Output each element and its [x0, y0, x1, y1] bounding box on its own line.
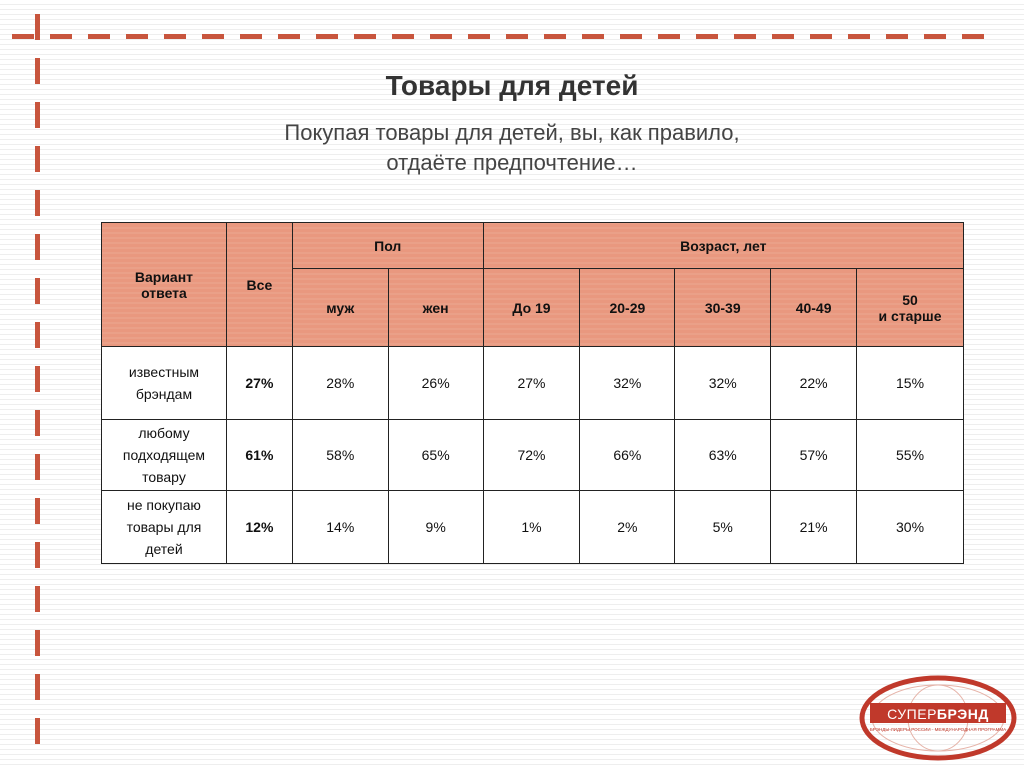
cell-male: 58%	[291, 419, 389, 491]
cell-age-20-29: 2%	[579, 490, 676, 564]
header-total: Все	[225, 222, 293, 347]
row-variant-line: любому	[138, 425, 190, 441]
cell-age-50-plus: 15%	[856, 346, 964, 420]
row-variant-line: подходящем	[122, 447, 205, 463]
cell-age-under-19: 1%	[482, 490, 581, 564]
page-title: Товары для детей	[385, 70, 639, 101]
row-variant-line: известным	[128, 364, 200, 380]
table-row: любому подходящем товару 61% 58% 65% 72%…	[101, 419, 964, 491]
cell-age-under-19: 27%	[482, 346, 581, 420]
cell-age-20-29: 32%	[579, 346, 676, 420]
header-age-50-plus-line-2: и старше	[878, 307, 942, 324]
header-variant-line-2: ответа	[141, 284, 187, 301]
page-subtitle: Покупая товары для детей, вы, как правил…	[0, 118, 1024, 178]
cell-age-under-19: 72%	[482, 419, 581, 491]
row-total: 12%	[225, 490, 293, 564]
subtitle-line-2: отдаёте предпочтение…	[386, 150, 638, 175]
header-male: муж	[291, 268, 389, 347]
logo-wordmark: СУПЕРБРЭНД	[887, 706, 989, 722]
cell-female: 9%	[387, 490, 484, 564]
cell-age-20-29: 66%	[579, 419, 676, 491]
header-row-groups: Вариант ответа Все Пол Возраст, лет	[101, 222, 965, 347]
cell-age-40-49: 22%	[770, 346, 858, 420]
header-female: жен	[387, 268, 484, 347]
decorative-dashed-line-top	[12, 34, 992, 39]
row-variant-line: брэндам	[135, 386, 193, 402]
subtitle-line-1: Покупая товары для детей, вы, как правил…	[284, 120, 740, 145]
cell-age-30-39: 5%	[674, 490, 772, 564]
header-age-50-plus: 50 и старше	[856, 268, 964, 347]
header-age-40-49: 40-49	[770, 268, 858, 347]
header-age-group: Возраст, лет	[482, 222, 965, 269]
logo-wordmark-bold: БРЭНД	[937, 706, 989, 722]
superbrand-logo: СУПЕРБРЭНД БРЭНДЫ-ЛИДЕРЫ РОССИИ · МЕЖДУН…	[859, 675, 1017, 761]
table-row: известным брэндам 27% 28% 26% 27% 32% 32…	[101, 346, 964, 420]
cell-age-30-39: 32%	[674, 346, 772, 420]
table-row: не покупаю товары для детей 12% 14% 9% 1…	[101, 490, 964, 564]
cell-age-50-plus: 30%	[856, 490, 964, 564]
cell-female: 26%	[387, 346, 484, 420]
cell-male: 14%	[291, 490, 389, 564]
row-variant-line: детей	[145, 541, 183, 557]
cell-age-50-plus: 55%	[856, 419, 964, 491]
row-variant-line: товары для	[126, 519, 202, 535]
header-gender-group: Пол	[291, 222, 484, 269]
header-age-30-39: 30-39	[674, 268, 772, 347]
logo-band	[870, 703, 1006, 723]
header-variant: Вариант ответа	[101, 222, 227, 347]
row-variant: любому подходящем товару	[101, 419, 227, 491]
cell-age-30-39: 63%	[674, 419, 772, 491]
decorative-dashed-line-left	[35, 14, 40, 754]
header-age-under-19: До 19	[482, 268, 581, 347]
row-total: 27%	[225, 346, 293, 420]
logo-tagline: БРЭНДЫ-ЛИДЕРЫ РОССИИ · МЕЖДУНАРОДНАЯ ПРО…	[870, 727, 1006, 732]
row-variant: не покупаю товары для детей	[101, 490, 227, 564]
survey-table: Вариант ответа Все Пол Возраст, лет муж …	[101, 222, 965, 564]
cell-male: 28%	[291, 346, 389, 420]
row-variant-line: товару	[142, 469, 186, 485]
header-variant-line-1: Вариант	[134, 268, 194, 285]
row-variant-line: не покупаю	[126, 497, 201, 513]
header-age-50-plus-line-1: 50	[902, 291, 918, 308]
logo-ring	[859, 675, 1017, 761]
row-variant: известным брэндам	[101, 346, 227, 420]
cell-age-40-49: 57%	[770, 419, 858, 491]
header-row-subgroups: муж жен До 19 20-29 30-39 40-49 50 и ста…	[102, 268, 964, 347]
cell-age-40-49: 21%	[770, 490, 858, 564]
logo-wordmark-light: СУПЕР	[887, 706, 937, 722]
row-total: 61%	[225, 419, 293, 491]
cell-female: 65%	[387, 419, 484, 491]
header-age-20-29: 20-29	[579, 268, 676, 347]
